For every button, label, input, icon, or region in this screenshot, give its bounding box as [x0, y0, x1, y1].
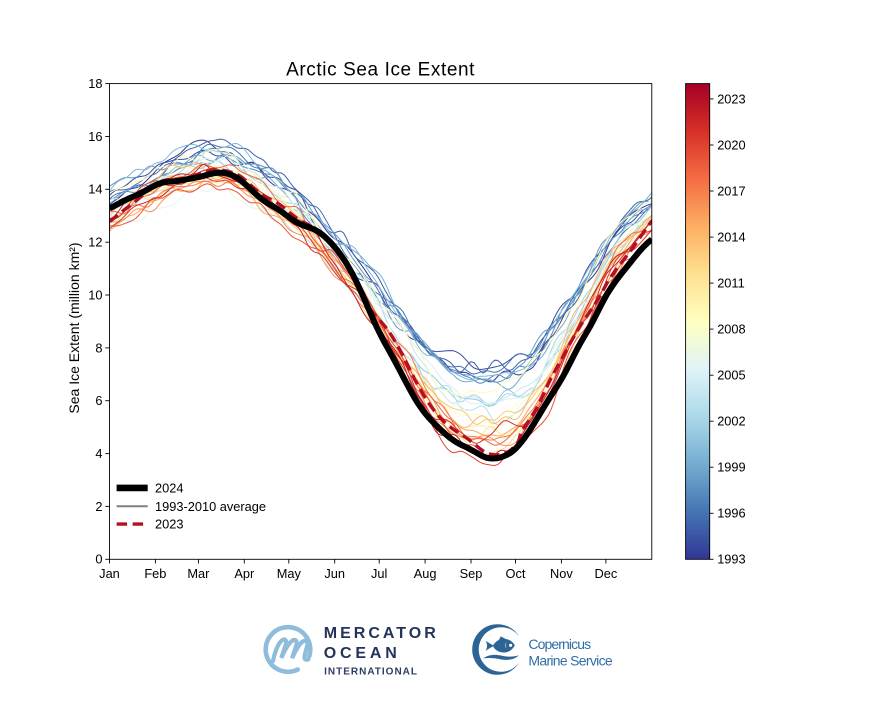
- svg-text:1996: 1996: [717, 506, 745, 521]
- svg-text:Jun: Jun: [324, 566, 345, 581]
- svg-text:Marine Service: Marine Service: [528, 653, 612, 669]
- svg-text:2005: 2005: [717, 368, 745, 383]
- svg-text:Arctic Sea Ice Extent: Arctic Sea Ice Extent: [286, 60, 475, 81]
- svg-text:16: 16: [88, 129, 102, 144]
- svg-text:1993-2010 average: 1993-2010 average: [155, 499, 266, 514]
- svg-text:2008: 2008: [717, 322, 745, 337]
- svg-text:Jan: Jan: [99, 566, 120, 581]
- svg-text:OCEAN: OCEAN: [324, 645, 401, 662]
- svg-text:4: 4: [95, 446, 102, 461]
- svg-text:Nov: Nov: [550, 566, 573, 581]
- svg-text:MERCATOR: MERCATOR: [324, 625, 439, 642]
- svg-text:12: 12: [88, 235, 102, 250]
- svg-text:2002: 2002: [717, 414, 745, 429]
- svg-text:1999: 1999: [717, 460, 745, 475]
- svg-text:18: 18: [88, 76, 102, 91]
- svg-text:2024: 2024: [155, 481, 183, 496]
- svg-text:0: 0: [95, 552, 102, 567]
- svg-text:INTERNATIONAL: INTERNATIONAL: [324, 666, 418, 677]
- svg-text:2017: 2017: [717, 183, 745, 198]
- svg-text:2: 2: [95, 499, 102, 514]
- svg-text:Oct: Oct: [506, 566, 526, 581]
- svg-text:Sea Ice Extent (million km²): Sea Ice Extent (million km²): [66, 242, 82, 413]
- svg-text:2014: 2014: [717, 230, 745, 245]
- svg-text:Apr: Apr: [234, 566, 255, 581]
- svg-text:May: May: [277, 566, 302, 581]
- svg-text:Copernicus: Copernicus: [528, 636, 591, 652]
- svg-text:2020: 2020: [717, 137, 745, 152]
- svg-text:Feb: Feb: [144, 566, 166, 581]
- svg-text:10: 10: [88, 287, 102, 302]
- svg-text:2023: 2023: [155, 517, 183, 532]
- svg-text:Jul: Jul: [371, 566, 387, 581]
- svg-text:Aug: Aug: [414, 566, 437, 581]
- svg-text:Sep: Sep: [460, 566, 483, 581]
- svg-text:1993: 1993: [717, 552, 745, 567]
- svg-text:2023: 2023: [717, 91, 745, 106]
- svg-text:8: 8: [95, 340, 102, 355]
- svg-text:Mar: Mar: [187, 566, 210, 581]
- svg-text:6: 6: [95, 393, 102, 408]
- svg-text:2011: 2011: [717, 276, 745, 291]
- svg-text:14: 14: [88, 182, 102, 197]
- svg-text:Dec: Dec: [595, 566, 618, 581]
